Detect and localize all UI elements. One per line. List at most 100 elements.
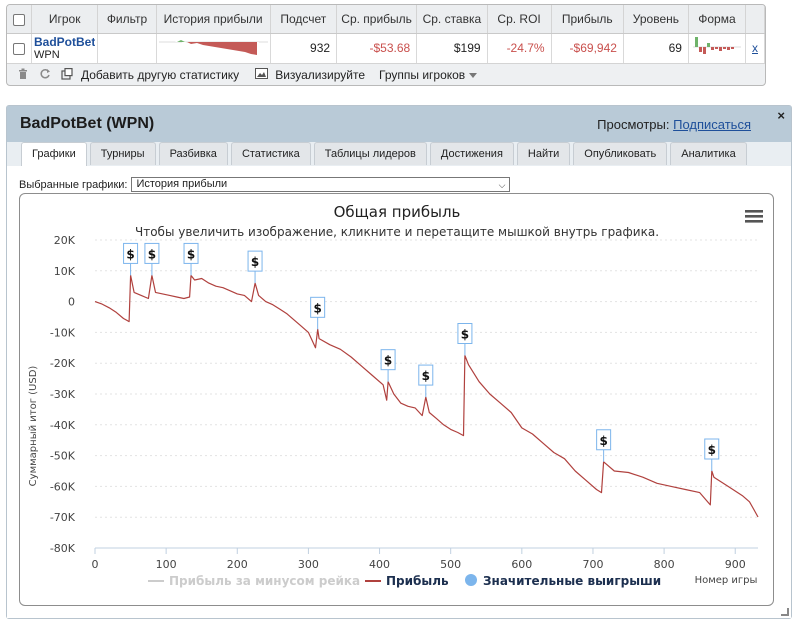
player-name-link[interactable]: BadPotBet (34, 35, 96, 49)
legend-item-big-wins[interactable]: Значительные выигрыши (465, 574, 661, 588)
dollar-marker-icon[interactable]: $ (380, 349, 396, 382)
y-tick-label: -40K (50, 419, 76, 432)
table-row: BadPotBet WPN 932 -$53.68 $199 -24.7% -$… (7, 33, 765, 64)
avg-stake-cell: $199 (416, 33, 488, 64)
dollar-marker-icon[interactable]: $ (310, 296, 326, 330)
panel-tabs: Графики Турниры Разбивка Статистика Табл… (21, 142, 747, 166)
player-cell: BadPotBet WPN (31, 33, 99, 64)
tab-breakdown[interactable]: Разбивка (158, 142, 228, 165)
marker-box (418, 364, 434, 386)
dollar-marker-icon[interactable]: $ (183, 242, 199, 276)
tab-publish[interactable]: Опубликовать (573, 142, 668, 165)
dollar-marker-icon[interactable]: $ (144, 242, 160, 276)
dollar-marker-icon[interactable]: $ (457, 323, 473, 356)
player-panel: BadPotBet (WPN) Просмотры: Подписаться ×… (6, 105, 792, 619)
dollar-marker-icon[interactable]: $ (418, 364, 434, 398)
col-form[interactable]: Форма (688, 5, 747, 34)
col-profit[interactable]: Прибыль (551, 5, 624, 34)
tab-statistics[interactable]: Статистика (230, 142, 311, 165)
col-avg-roi[interactable]: Ср. ROI (487, 5, 552, 34)
chart-select[interactable]: История прибыли ⌵ (131, 177, 511, 192)
close-icon[interactable]: × (777, 108, 785, 123)
select-all-cell[interactable] (7, 5, 32, 34)
legend-item-profit[interactable]: Прибыль (365, 574, 449, 588)
sparkline-negative-area (186, 41, 257, 55)
views-area: Просмотры: Подписаться (597, 117, 751, 132)
legend-label-rake-profit: Прибыль за минусом рейка (169, 574, 360, 588)
dollar-marker-icon[interactable]: $ (704, 438, 720, 471)
x-tick-label: 900 (725, 558, 746, 571)
marker-box (457, 323, 473, 344)
x-tick-label: 200 (227, 558, 248, 571)
marker-symbol: $ (461, 328, 469, 342)
tab-analytics[interactable]: Аналитика (670, 142, 747, 165)
count-cell: 932 (270, 33, 338, 64)
stats-toolbar: Добавить другую статистику Визуализируйт… (7, 63, 765, 85)
dollar-marker-icon[interactable]: $ (247, 250, 263, 284)
tab-tournaments[interactable]: Турниры (89, 142, 156, 165)
add-stat-link[interactable]: Добавить другую статистику (81, 68, 240, 82)
tab-find[interactable]: Найти (516, 142, 571, 165)
y-tick-label: -20K (50, 357, 76, 370)
y-tick-label: 0 (68, 296, 75, 309)
x-tick-label: 500 (440, 558, 461, 571)
row-checkbox[interactable] (13, 42, 25, 55)
col-count[interactable]: Подсчет (270, 5, 338, 34)
x-tick-label: 800 (654, 558, 675, 571)
tab-content: Выбранные графики: История прибыли ⌵ Общ… (7, 166, 791, 618)
form-bar (711, 46, 714, 50)
col-avg-stake[interactable]: Ср. ставка (416, 5, 488, 34)
y-tick-label: 10K (54, 265, 76, 278)
dollar-marker-icon[interactable]: $ (596, 429, 612, 462)
form-bar (703, 46, 706, 54)
chart-select-value: История прибыли (136, 178, 228, 190)
form-bar (727, 46, 730, 50)
marker-box (704, 438, 720, 460)
marker-box (144, 242, 160, 264)
external-link-icon[interactable] (59, 67, 75, 83)
panel-title: BadPotBet (WPN) (20, 115, 155, 132)
player-groups-label: Группы игроков (379, 68, 466, 82)
row-select-cell[interactable] (7, 33, 32, 64)
form-cell (688, 33, 747, 64)
trash-icon[interactable] (15, 68, 31, 82)
y-tick-label: -50K (50, 450, 76, 463)
form-bar (731, 46, 734, 49)
col-remove (745, 5, 765, 34)
col-level[interactable]: Уровень (623, 5, 689, 34)
x-tick-label: 300 (298, 558, 319, 571)
resize-handle[interactable] (781, 608, 789, 616)
tab-leaderboards[interactable]: Таблицы лидеров (313, 142, 427, 165)
x-tick-label: 100 (156, 558, 177, 571)
y-tick-label: -10K (50, 326, 76, 339)
chart-menu-icon[interactable] (745, 210, 763, 223)
marker-symbol: $ (422, 369, 430, 383)
player-groups-dropdown[interactable]: Группы игроков (379, 68, 478, 82)
col-avg-profit[interactable]: Ср. прибыль (336, 5, 418, 34)
col-profit-history[interactable]: История прибыли (156, 5, 271, 34)
profit-history-sparkline-cell (156, 33, 271, 64)
x-tick-label: 600 (511, 558, 532, 571)
refresh-icon[interactable] (37, 68, 53, 83)
profit-series-line (94, 274, 759, 518)
col-player[interactable]: Игрок (31, 5, 99, 34)
tab-charts[interactable]: Графики (21, 142, 87, 166)
chart-title: Общая прибыль (334, 203, 461, 221)
dollar-marker-icon[interactable]: $ (123, 242, 139, 276)
visualize-link[interactable]: Визуализируйте (275, 68, 365, 82)
form-bar (719, 46, 722, 51)
image-icon[interactable] (253, 68, 269, 82)
tab-achievements[interactable]: Достижения (429, 142, 514, 165)
legend-item-rake-profit[interactable]: Прибыль за минусом рейка (148, 574, 360, 588)
select-all-checkbox[interactable] (13, 13, 25, 26)
profit-chart[interactable]: Общая прибыль Чтобы увеличить изображени… (19, 193, 774, 606)
form-bar-chart (693, 36, 741, 54)
profit-chart-svg[interactable]: Общая прибыль Чтобы увеличить изображени… (20, 194, 774, 606)
avg-profit-cell: -$53.68 (336, 33, 418, 64)
stats-table-container: Игрок Фильтр История прибыли Подсчет Ср.… (6, 4, 766, 86)
remove-row-link[interactable]: x (745, 33, 765, 64)
col-filter[interactable]: Фильтр (97, 5, 157, 34)
subscribe-link[interactable]: Подписаться (673, 117, 751, 132)
marker-symbol: $ (126, 247, 134, 261)
stats-header-row: Игрок Фильтр История прибыли Подсчет Ср.… (7, 5, 765, 34)
